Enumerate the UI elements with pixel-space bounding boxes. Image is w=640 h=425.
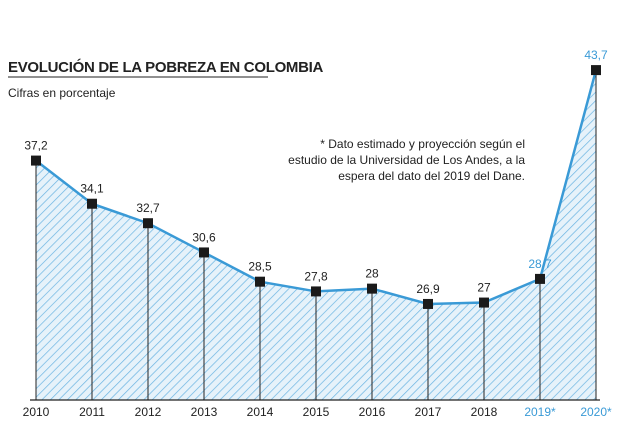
annotation: espera del dato del 2019 del Dane. xyxy=(338,169,525,183)
annotation: * Dato estimado y proyección según el xyxy=(320,137,525,151)
data-label: 27,8 xyxy=(304,269,328,283)
marker xyxy=(367,283,377,294)
x-tick-label: 2015 xyxy=(303,405,330,419)
data-label: 28 xyxy=(365,267,379,281)
marker xyxy=(423,298,433,309)
data-label: 28,5 xyxy=(248,260,272,274)
x-tick-label: 2017 xyxy=(415,405,442,419)
area xyxy=(36,70,596,400)
x-tick-label: 2018 xyxy=(471,405,498,419)
x-tick-label: 2012 xyxy=(135,405,162,419)
marker xyxy=(255,276,265,287)
chart-subtitle: Cifras en porcentaje xyxy=(8,86,116,100)
marker xyxy=(591,65,601,76)
data-label: 28,7 xyxy=(528,257,552,271)
data-label: 34,1 xyxy=(80,182,104,196)
data-label: 27 xyxy=(477,281,491,295)
x-tick-label: 2016 xyxy=(359,405,386,419)
x-tick-label: 2020* xyxy=(580,405,612,419)
marker xyxy=(535,273,545,284)
chart-title: EVOLUCIÓN DE LA POBREZA EN COLOMBIA xyxy=(8,58,324,76)
marker xyxy=(479,297,489,308)
marker xyxy=(143,218,153,229)
x-tick-label: 2010 xyxy=(23,405,50,419)
marker xyxy=(31,155,41,166)
data-label: 43,7 xyxy=(584,48,608,62)
data-label: 30,6 xyxy=(192,230,216,244)
x-tick-label: 2011 xyxy=(79,405,105,419)
marker xyxy=(87,198,97,209)
x-tick-label: 2013 xyxy=(191,405,218,419)
data-label: 26,9 xyxy=(416,282,440,296)
data-label: 32,7 xyxy=(136,201,160,215)
marker xyxy=(199,247,209,258)
annotation: estudio de la Universidad de Los Andes, … xyxy=(288,153,525,167)
data-label: 37,2 xyxy=(24,139,48,153)
x-tick-label: 2014 xyxy=(247,405,274,419)
marker xyxy=(311,286,321,297)
x-tick-label: 2019* xyxy=(524,405,556,419)
